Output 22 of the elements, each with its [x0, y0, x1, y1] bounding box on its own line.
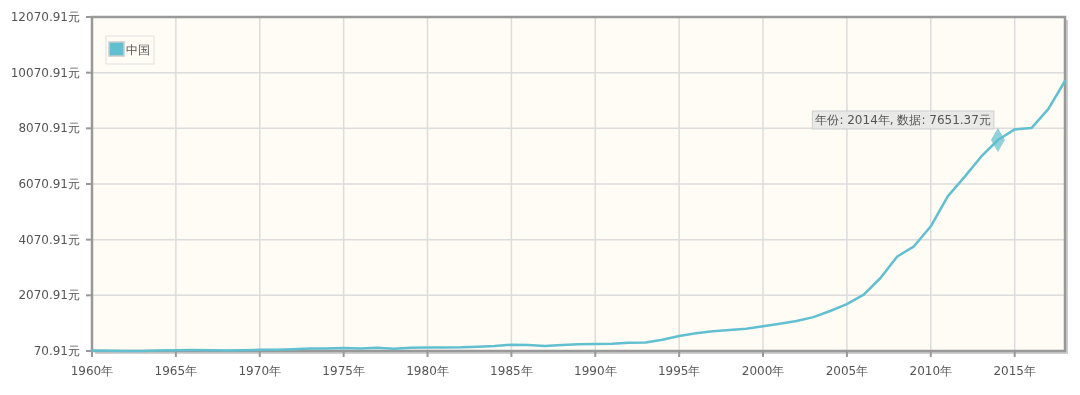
y-tick-label: 2070.91元	[18, 288, 80, 303]
x-tick-label: 1990年	[574, 364, 617, 378]
x-tick-label: 2005年	[825, 364, 869, 378]
y-tick-label: 12070.91元	[10, 10, 80, 24]
x-tick-label: 1970年	[238, 364, 282, 378]
x-tick-label: 1985年	[490, 364, 533, 378]
y-tick-label: 6070.91元	[18, 177, 80, 191]
y-tick-label: 10070.91元	[10, 65, 80, 80]
x-tick-label: 1975年	[322, 364, 365, 378]
x-tick-label: 1960年	[70, 364, 114, 378]
line-series	[90, 79, 1067, 353]
x-tick-label: 2000年	[741, 364, 785, 378]
y-tick-label: 8070.91元	[18, 121, 80, 136]
x-tick-label: 2010年	[909, 364, 953, 378]
x-tick-label: 1995年	[657, 364, 701, 378]
annotation: 年份: 2014年, 数据: 7651.37元	[815, 113, 991, 128]
x-tick-label: 2015年	[993, 364, 1036, 378]
y-tick-label: 70.91元	[33, 344, 80, 358]
x-tick-label: 1965年	[154, 364, 198, 378]
x-tick-label: 1980年	[406, 364, 449, 378]
y-tick-label: 4070.91元	[18, 232, 80, 247]
legend-label: 中国	[126, 43, 150, 57]
